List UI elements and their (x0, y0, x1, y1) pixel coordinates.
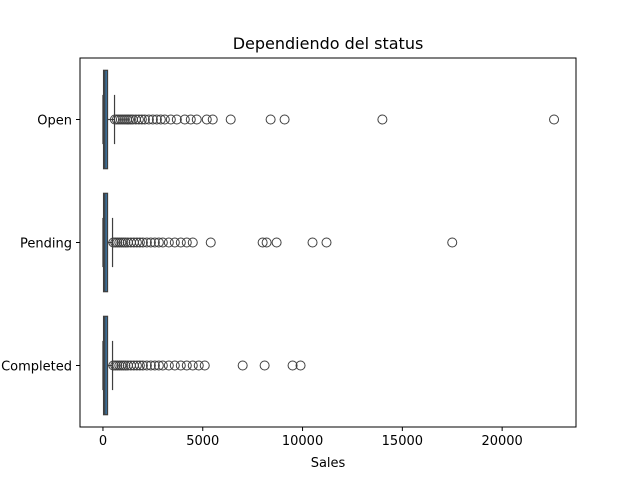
outlier-point (377, 114, 388, 125)
outlier-point (187, 237, 198, 248)
outlier-point (157, 360, 168, 371)
outlier-point (169, 360, 180, 371)
outlier-point (259, 360, 270, 371)
outlier-point (181, 360, 192, 371)
outlier-point (237, 360, 248, 371)
outlier-point (225, 114, 236, 125)
chart-title: Dependiendo del status (233, 34, 424, 53)
outlier-point (185, 114, 196, 125)
y-tick-label-completed: Completed (1, 360, 72, 375)
outlier-point (149, 237, 160, 248)
outlier-point (134, 237, 145, 248)
ticks-layer: 0 5000 10000 15000 20000 Open Pending Completed (1, 114, 523, 450)
outlier-point (145, 237, 156, 248)
outlier-point (447, 237, 458, 248)
box (102, 315, 109, 416)
outlier-point (193, 360, 204, 371)
outlier-point (279, 114, 290, 125)
outlier-point (159, 114, 170, 125)
outlier-point (271, 237, 282, 248)
x-tick-label: 10000 (282, 434, 323, 449)
outlier-point (307, 237, 318, 248)
box-group-open (102, 69, 560, 170)
outlier-point (163, 237, 174, 248)
outlier-point (141, 237, 152, 248)
outlier-point (143, 114, 154, 125)
x-axis-title: Sales (311, 456, 346, 471)
outlier-point (131, 237, 142, 248)
outlier-point (141, 360, 152, 371)
outlier-point (187, 360, 198, 371)
outlier-point (137, 360, 148, 371)
outlier-point (171, 114, 182, 125)
outlier-point (175, 237, 186, 248)
outlier-point (153, 360, 164, 371)
outlier-point (131, 360, 142, 371)
outlier-point (165, 114, 176, 125)
outlier-point (137, 237, 148, 248)
outlier-point (145, 360, 156, 371)
outlier-point (295, 360, 306, 371)
y-tick-label-open: Open (37, 114, 72, 129)
outlier-point (179, 114, 190, 125)
outlier-point (163, 360, 174, 371)
outlier-point (191, 114, 202, 125)
outlier-point (155, 114, 166, 125)
outlier-point (201, 114, 212, 125)
outlier-point (147, 114, 158, 125)
outlier-point (175, 360, 186, 371)
outlier-point (549, 114, 560, 125)
x-tick-label: 15000 (382, 434, 423, 449)
outlier-point (181, 237, 192, 248)
y-tick-label-pending: Pending (20, 237, 72, 252)
outlier-point (207, 114, 218, 125)
outlier-point (134, 360, 145, 371)
outlier-point (157, 237, 168, 248)
outlier-point (261, 237, 272, 248)
x-tick-label: 5000 (186, 434, 219, 449)
outlier-point (265, 114, 276, 125)
x-tick-label: 20000 (481, 434, 522, 449)
outlier-point (205, 237, 216, 248)
outlier-point (169, 237, 180, 248)
x-tick-label: 0 (99, 434, 107, 449)
outlier-point (257, 237, 268, 248)
outlier-point (136, 114, 147, 125)
box-group-completed (102, 315, 306, 416)
box (102, 192, 109, 293)
outlier-point (321, 237, 332, 248)
box-group-pending (102, 192, 458, 293)
outlier-point (199, 360, 210, 371)
box (102, 69, 109, 170)
outlier-point (149, 360, 160, 371)
outlier-point (287, 360, 298, 371)
outlier-point (151, 114, 162, 125)
outlier-point (153, 237, 164, 248)
boxes-layer (102, 69, 560, 416)
outlier-point (139, 114, 150, 125)
outlier-point (133, 114, 144, 125)
